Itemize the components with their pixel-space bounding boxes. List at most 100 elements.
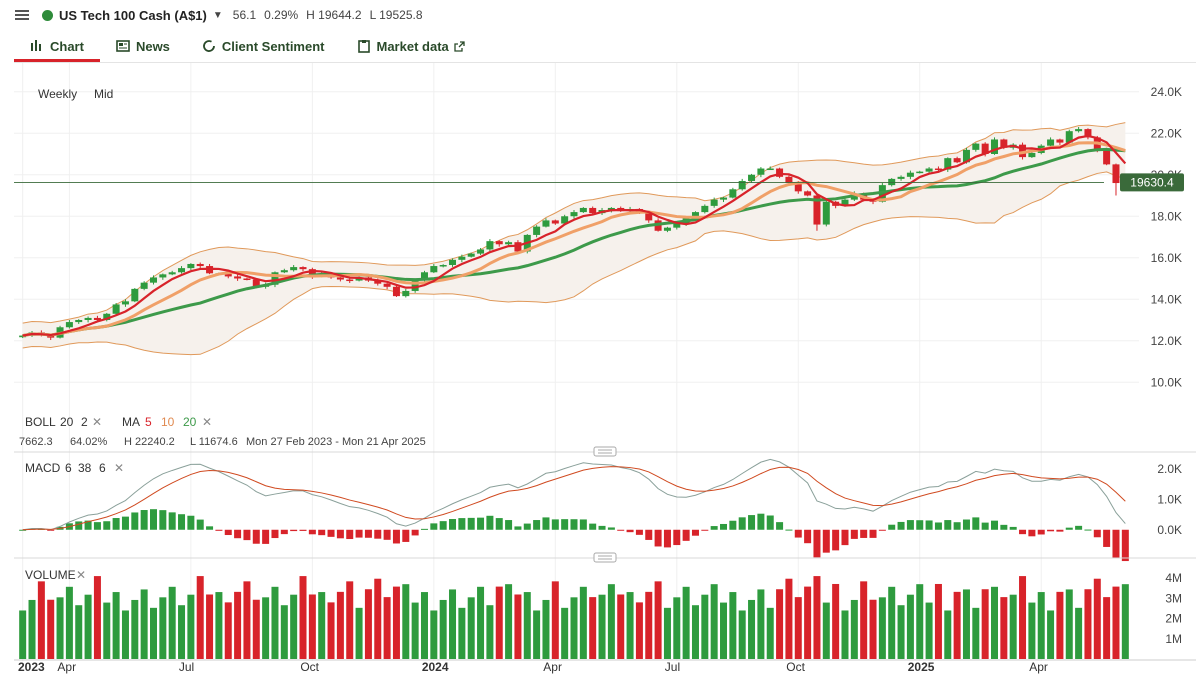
volume-bar	[682, 586, 690, 659]
volume-bar	[215, 592, 223, 659]
volume-bar	[991, 586, 999, 659]
candle-body	[392, 286, 400, 297]
ma-param-1: 5	[145, 415, 152, 429]
volume-bar	[19, 610, 27, 659]
boll-param-1: 20	[60, 415, 74, 429]
candle-body	[149, 277, 157, 283]
price-chart[interactable]: 24.0K 22.0K 2 0.0K 18.0K 16.0K 14.0K 12.0K 10.0K…	[14, 63, 1196, 680]
volume-bar	[449, 589, 457, 659]
macd-histogram-bar	[262, 529, 270, 544]
macd-histogram-bar	[1056, 529, 1064, 532]
pane-resize-handle[interactable]	[593, 552, 617, 563]
macd-close-icon[interactable]: ✕	[114, 461, 124, 475]
chart-icon	[31, 40, 41, 51]
macd-histogram-bar	[691, 529, 699, 536]
boll-close-icon[interactable]: ✕	[92, 415, 102, 429]
tab-label: Chart	[50, 38, 84, 54]
menu-icon[interactable]	[14, 7, 30, 23]
tab-label: Market data	[376, 38, 449, 54]
volume-bar	[75, 605, 83, 659]
time-tick-label: Oct	[786, 660, 805, 674]
tab-news[interactable]: News	[100, 30, 186, 62]
macd-histogram-bar	[1065, 527, 1073, 530]
candle-body	[533, 226, 541, 235]
market-open-indicator	[42, 9, 53, 21]
volume-label[interactable]: VOLUME	[25, 568, 76, 582]
volume-bar	[1047, 610, 1055, 659]
macd-histogram-bar	[785, 529, 793, 531]
price-change: 56.1	[232, 8, 257, 22]
time-tick-label: Oct	[300, 660, 319, 674]
tab-chart[interactable]: Chart	[14, 30, 100, 62]
tab-bar: Chart News Client Sentiment Market data	[14, 30, 481, 62]
tab-client-sentiment[interactable]: Client Sentiment	[186, 30, 341, 62]
volume-close-icon[interactable]: ✕	[76, 568, 86, 582]
volume-bar	[121, 610, 129, 659]
macd-histogram-bar	[878, 529, 886, 531]
volume-bar	[355, 607, 363, 659]
candle-body	[103, 313, 111, 320]
period-high: H 22240.2	[124, 436, 175, 448]
chart-container[interactable]: 24.0K 22.0K 2 0.0K 18.0K 16.0K 14.0K 12.0K 10.0K…	[14, 62, 1196, 680]
sentiment-icon	[203, 40, 215, 52]
volume-bar	[673, 597, 681, 659]
candle-body	[822, 201, 830, 225]
candle-body	[1000, 139, 1008, 148]
macd-histogram-bar	[318, 529, 326, 536]
macd-histogram-bar	[598, 525, 606, 530]
candle-body	[383, 283, 391, 287]
volume-bar	[757, 589, 765, 659]
pane-resize-handle[interactable]	[593, 446, 617, 457]
macd-label[interactable]: MACD	[25, 461, 61, 475]
candle-body	[720, 197, 728, 200]
macd-histogram-bar	[121, 516, 129, 530]
range-value: 7662.3	[19, 436, 53, 448]
candle-body	[93, 317, 101, 320]
macd-histogram-bar	[1084, 529, 1092, 531]
volume-bar	[477, 586, 485, 659]
volume-bar	[925, 602, 933, 659]
price-type-selector[interactable]: Mid	[94, 87, 113, 101]
candle-body	[570, 212, 578, 217]
macd-histogram-bar	[542, 517, 550, 530]
macd-tick-label: 0.0K	[1157, 523, 1182, 537]
macd-histogram-bar	[738, 517, 746, 530]
current-price-box	[1120, 173, 1184, 192]
tab-market-data[interactable]: Market data	[341, 30, 481, 62]
instrument-name[interactable]: US Tech 100 Cash (A$1)	[59, 7, 207, 23]
macd-histogram-bar	[458, 518, 466, 530]
time-tick-label: Jul	[179, 660, 194, 674]
candle-body	[906, 172, 914, 177]
volume-pane: 4M 3M 2M 1M	[19, 571, 1182, 659]
candle-body	[542, 220, 550, 227]
time-tick-label: Apr	[57, 660, 76, 674]
macd-histogram-bar	[944, 520, 952, 530]
ma10-line	[22, 141, 1126, 338]
price-change-pct: 0.29%	[264, 8, 299, 22]
macd-histogram-bar	[888, 524, 896, 530]
macd-histogram-bar	[794, 529, 802, 538]
candle-body	[514, 242, 522, 252]
ma-close-icon[interactable]: ✕	[202, 415, 212, 429]
volume-bar	[934, 583, 942, 659]
candle-body	[1056, 139, 1064, 143]
volume-bar	[486, 605, 494, 659]
interval-selector[interactable]: Weekly	[38, 87, 77, 101]
macd-histogram-bar	[159, 510, 167, 530]
volume-bar	[430, 610, 438, 659]
ma-label[interactable]: MA	[122, 415, 140, 429]
boll-label[interactable]: BOLL	[25, 415, 56, 429]
ma-param-2: 10	[161, 415, 175, 429]
ma20-line	[22, 147, 1126, 338]
macd-histogram-bar	[663, 529, 671, 548]
macd-histogram-bar	[364, 529, 372, 538]
candle-body	[925, 168, 933, 172]
macd-histogram-bar	[579, 519, 587, 530]
candle-body	[1084, 129, 1092, 138]
macd-histogram-bar	[224, 529, 232, 536]
chevron-down-icon[interactable]: ▼	[212, 9, 223, 21]
macd-histogram-bar	[1028, 529, 1036, 537]
candle-body	[776, 168, 784, 177]
macd-histogram-bar	[103, 521, 111, 530]
volume-bar	[224, 602, 232, 659]
